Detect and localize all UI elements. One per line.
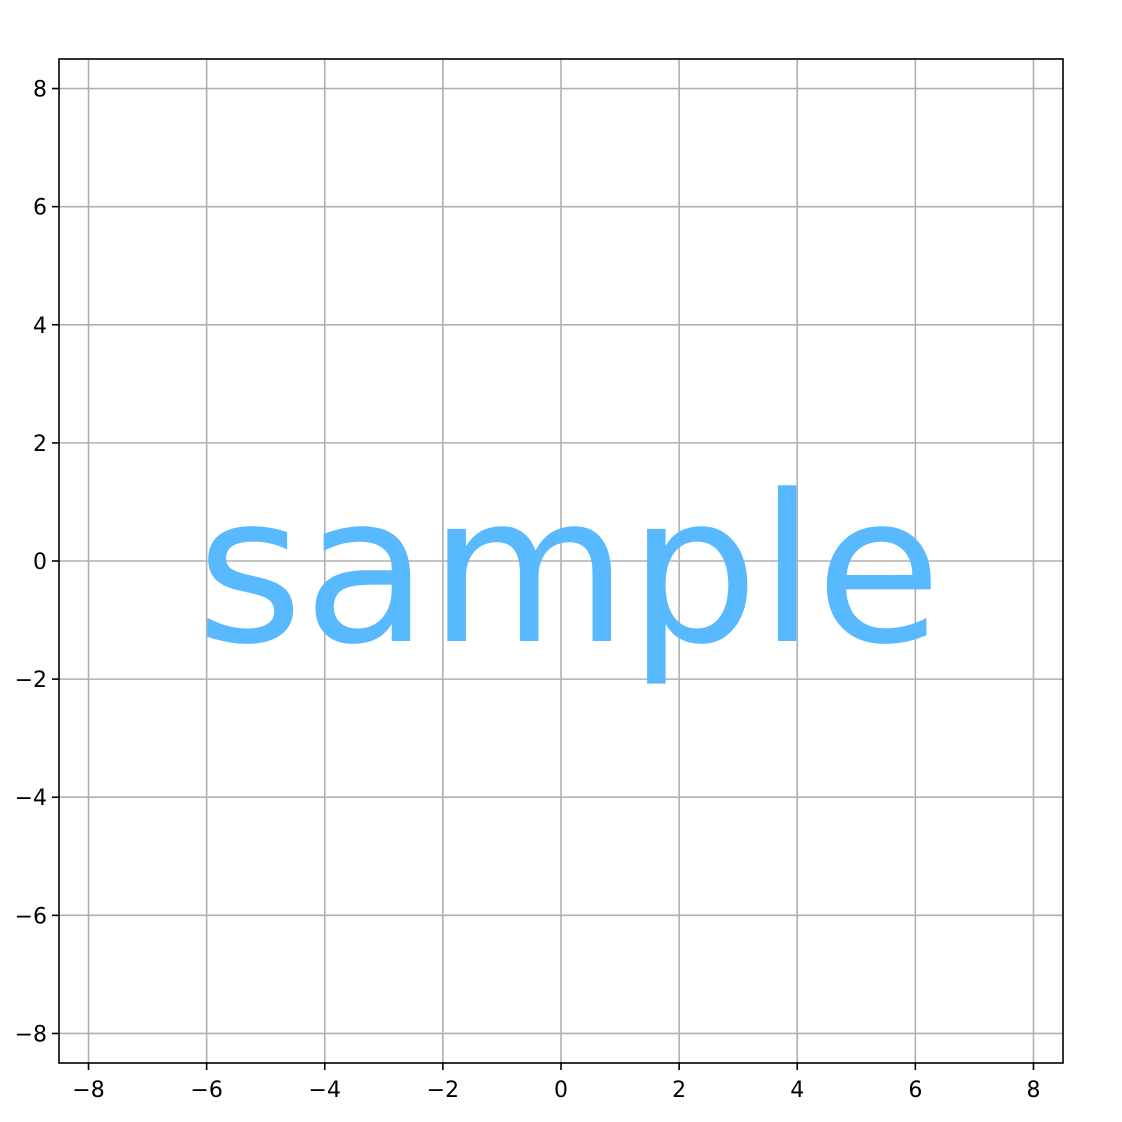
- x-tick-label: 4: [790, 1078, 804, 1103]
- y-tick-label: 8: [33, 78, 47, 103]
- tick-labels: −8 −6 −4 −2 0 2 4 6 8 −8 −6 −4 −2 0 2 4 6 8: [15, 78, 1041, 1103]
- grid: [59, 59, 1063, 1063]
- y-tick-label: 0: [33, 550, 47, 575]
- x-tick-label: −8: [72, 1078, 104, 1103]
- y-tick-label: 6: [33, 196, 47, 221]
- y-tick-label: −8: [15, 1022, 47, 1047]
- plot-frame: [58, 58, 1064, 1064]
- x-tick-label: 0: [554, 1078, 568, 1103]
- y-tick-label: −4: [15, 786, 47, 811]
- y-tick-label: 2: [33, 432, 47, 457]
- x-tick-label: −6: [190, 1078, 222, 1103]
- sample-annotation: sample: [196, 452, 941, 690]
- x-tick-label: −4: [309, 1078, 341, 1103]
- y-tick-label: 4: [33, 314, 47, 339]
- x-tick-label: −2: [427, 1078, 459, 1103]
- axis-ticks: [52, 87, 1035, 1070]
- x-tick-label: 8: [1026, 1078, 1040, 1103]
- x-tick-label: 2: [672, 1078, 686, 1103]
- y-tick-label: −6: [15, 904, 47, 929]
- y-tick-label: −2: [15, 668, 47, 693]
- x-tick-label: 6: [908, 1078, 922, 1103]
